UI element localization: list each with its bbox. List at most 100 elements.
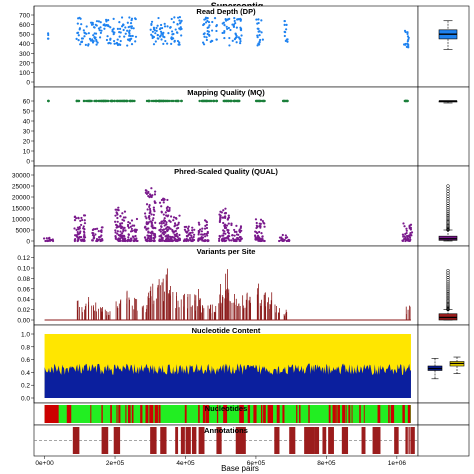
qual-point: [120, 222, 124, 225]
qual-point: [205, 223, 209, 226]
outlier-point: [446, 278, 450, 282]
qual-point: [261, 219, 264, 223]
dp-point: [206, 19, 209, 23]
panel-7: Annotations: [33, 424, 470, 457]
dp-point: [132, 27, 135, 30]
mq-point: [227, 99, 230, 103]
qual-point: [168, 209, 171, 212]
dp-point: [106, 35, 109, 38]
dp-point: [223, 24, 226, 27]
qual-point: [205, 226, 209, 230]
qual-point: [164, 211, 167, 214]
mq-point: [122, 99, 126, 103]
nucleotide-mark: [148, 405, 150, 423]
qual-point: [147, 227, 150, 230]
qual-point: [165, 234, 169, 237]
dp-point: [88, 37, 92, 40]
y-tick-label: 0: [26, 80, 30, 87]
y-tick-label: 20: [23, 139, 31, 146]
qual-point: [44, 239, 47, 243]
nucleotide-mark: [351, 405, 353, 423]
plot-frame: [33, 165, 419, 247]
y-tick-label: 0.0: [21, 396, 30, 403]
dp-point: [119, 43, 122, 47]
dp-point: [256, 27, 259, 30]
qual-point: [259, 224, 262, 228]
outlier-point: [446, 275, 450, 280]
dp-point: [179, 26, 182, 29]
qual-point: [151, 219, 154, 222]
qual-point: [73, 219, 77, 222]
annotation-bar: [198, 427, 205, 454]
dp-point: [149, 28, 152, 31]
dp-point: [202, 23, 205, 27]
dp-point: [152, 43, 156, 46]
dp-point: [84, 43, 87, 46]
dp-point: [154, 32, 157, 35]
qual-point: [191, 229, 194, 232]
dp-point: [112, 27, 115, 30]
dp-point: [75, 37, 78, 40]
qual-point: [114, 223, 118, 226]
qual-point: [145, 203, 149, 206]
y-tick-label: 0.02: [17, 307, 30, 314]
dp-point: [105, 38, 109, 42]
qual-point: [223, 223, 227, 226]
dp-point: [122, 24, 125, 27]
qual-point: [143, 236, 147, 239]
dp-point: [203, 35, 206, 38]
dp-point: [95, 20, 99, 23]
dp-point: [46, 37, 50, 40]
nucleotide-mark: [202, 405, 206, 423]
outlier-point: [446, 184, 450, 188]
nucleotide-mark: [198, 405, 200, 423]
qual-point: [177, 221, 180, 224]
qual-point: [159, 228, 162, 231]
dp-point: [213, 16, 217, 20]
y-tick-label: 0.12: [17, 255, 30, 262]
outlier-point: [446, 291, 450, 296]
dp-point: [105, 20, 108, 23]
outlier-point: [446, 197, 450, 201]
qual-point: [160, 205, 163, 208]
qual-point: [160, 235, 163, 238]
panel-5: 0.0 0.2 0.4 0.6 0.8 1.0 Nucleotide Content: [21, 324, 470, 404]
dp-point: [211, 20, 214, 24]
dp-point: [99, 31, 102, 34]
qual-point: [225, 224, 229, 227]
dp-point: [118, 35, 121, 38]
qual-point: [222, 216, 225, 219]
dp-point: [151, 36, 154, 40]
y-tick-label: 5000: [16, 228, 31, 235]
dp-point: [116, 43, 120, 47]
qual-point: [191, 226, 194, 229]
qual-point: [263, 222, 266, 225]
outlier-point: [446, 305, 450, 309]
outlier-point: [446, 271, 450, 275]
y-tick-label: 0.6: [21, 357, 30, 364]
outlier-point: [446, 199, 450, 203]
qual-point: [235, 230, 238, 233]
annotation-bar: [394, 427, 399, 454]
qual-point: [223, 212, 226, 215]
qual-point: [153, 239, 156, 242]
qual-point: [232, 237, 235, 240]
qual-point: [226, 218, 229, 221]
mq-point: [95, 99, 98, 103]
dp-point: [163, 22, 166, 25]
dp-point: [256, 34, 259, 37]
y-tick-label: 0.06: [17, 286, 30, 293]
nucleotide-mark: [216, 405, 219, 423]
nucleotide-mark: [299, 405, 301, 423]
dp-point: [80, 23, 83, 26]
qual-point: [200, 233, 203, 236]
qual-point: [152, 226, 155, 229]
dp-point: [258, 40, 261, 43]
qual-point: [192, 235, 195, 239]
dp-point: [87, 43, 90, 46]
qual-point: [227, 214, 230, 217]
dp-point: [234, 36, 237, 40]
qual-point: [222, 209, 225, 212]
qual-point: [152, 232, 155, 235]
dp-point: [115, 41, 119, 45]
